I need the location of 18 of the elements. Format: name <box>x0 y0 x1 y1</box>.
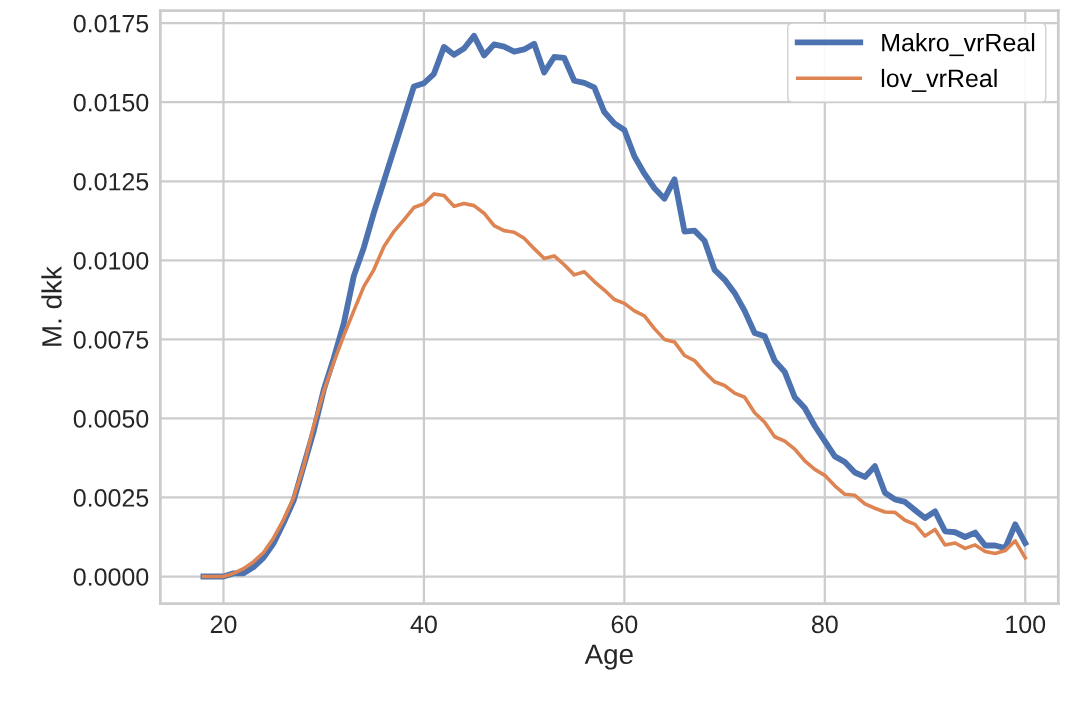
legend-label: lov_vrReal <box>881 68 997 92</box>
y-tick-label: 0.0050 <box>73 410 149 428</box>
x-axis-title: Age <box>584 644 633 670</box>
y-axis-title: M. dkk <box>41 266 62 346</box>
legend-label: Makro_vrReal <box>882 33 1035 57</box>
x-tick-label: 40 <box>410 615 437 634</box>
x-tick-label: 80 <box>811 615 838 634</box>
y-tick-label: 0.0150 <box>73 93 149 112</box>
x-tick-label: 20 <box>210 615 237 634</box>
y-tick-label: 0.0075 <box>73 330 149 349</box>
y-tick-label: 0.0025 <box>73 489 149 507</box>
x-tick-label: 100 <box>1006 615 1046 634</box>
y-tick-label: 0.0125 <box>73 172 149 191</box>
y-tick-label: 0.0000 <box>73 568 149 586</box>
y-tick-label: 0.0100 <box>73 251 149 270</box>
y-tick-label: 0.0175 <box>73 14 149 33</box>
x-tick-label: 60 <box>611 615 638 634</box>
line-series <box>201 192 1028 579</box>
